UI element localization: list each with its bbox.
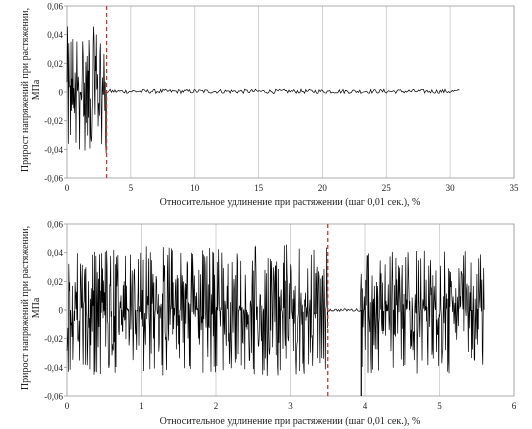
chart-bottom: Прирост напряжений при растяжении, MПа О… <box>20 220 517 428</box>
y-axis-label-line2: MПа <box>31 297 42 318</box>
y-tick-label: -0,02 <box>44 334 63 344</box>
series-line <box>66 26 460 154</box>
x-tick-label: 3 <box>288 401 293 411</box>
x-tick-label: 0 <box>65 183 70 193</box>
y-tick-label: -0,02 <box>44 116 63 126</box>
y-tick-label: 0,02 <box>47 59 63 69</box>
x-tick-label: 20 <box>318 183 328 193</box>
y-tick-label: -0,04 <box>44 145 63 155</box>
y-tick-label: 0,06 <box>47 220 63 230</box>
x-tick-label: 10 <box>190 183 200 193</box>
x-tick-label: 6 <box>512 401 517 411</box>
y-tick-label: 0 <box>59 88 64 98</box>
x-tick-label: 2 <box>214 401 219 411</box>
x-tick-label: 4 <box>363 401 368 411</box>
y-tick-label: 0,02 <box>47 277 63 287</box>
x-tick-label: 25 <box>382 183 392 193</box>
y-tick-label: -0,06 <box>44 392 63 402</box>
y-tick-label: 0,06 <box>47 2 63 12</box>
x-axis-label: Относительное удлинение при растяжении (… <box>160 197 421 208</box>
x-axis-label: Относительное удлинение при растяжении (… <box>160 416 421 427</box>
y-tick-label: 0,04 <box>47 248 63 258</box>
y-axis-label-line1: Прирост напряжений при растяжении, <box>20 8 31 172</box>
x-tick-label: 5 <box>129 183 134 193</box>
x-tick-label: 15 <box>254 183 264 193</box>
x-tick-label: 1 <box>139 401 144 411</box>
chart-top: Прирост напряжений при растяжении, MПа О… <box>20 2 519 209</box>
y-axis-label-line2: MПа <box>31 79 42 100</box>
y-axis-label: Прирост напряжений при растяжении, MПа <box>20 8 42 172</box>
y-axis-label-line1: Прирост напряжений при растяжении, <box>20 226 31 390</box>
y-tick-label: 0 <box>59 306 64 316</box>
y-tick-label: 0,04 <box>47 30 63 40</box>
series-line <box>66 244 485 376</box>
x-tick-label: 5 <box>437 401 442 411</box>
x-tick-label: 30 <box>446 183 456 193</box>
y-tick-label: -0,06 <box>44 174 63 184</box>
y-axis-label: Прирост напряжений при растяжении, MПа <box>20 226 42 390</box>
x-tick-label: 35 <box>510 183 520 193</box>
x-tick-label: 0 <box>65 401 70 411</box>
y-tick-label: -0,04 <box>44 363 63 373</box>
